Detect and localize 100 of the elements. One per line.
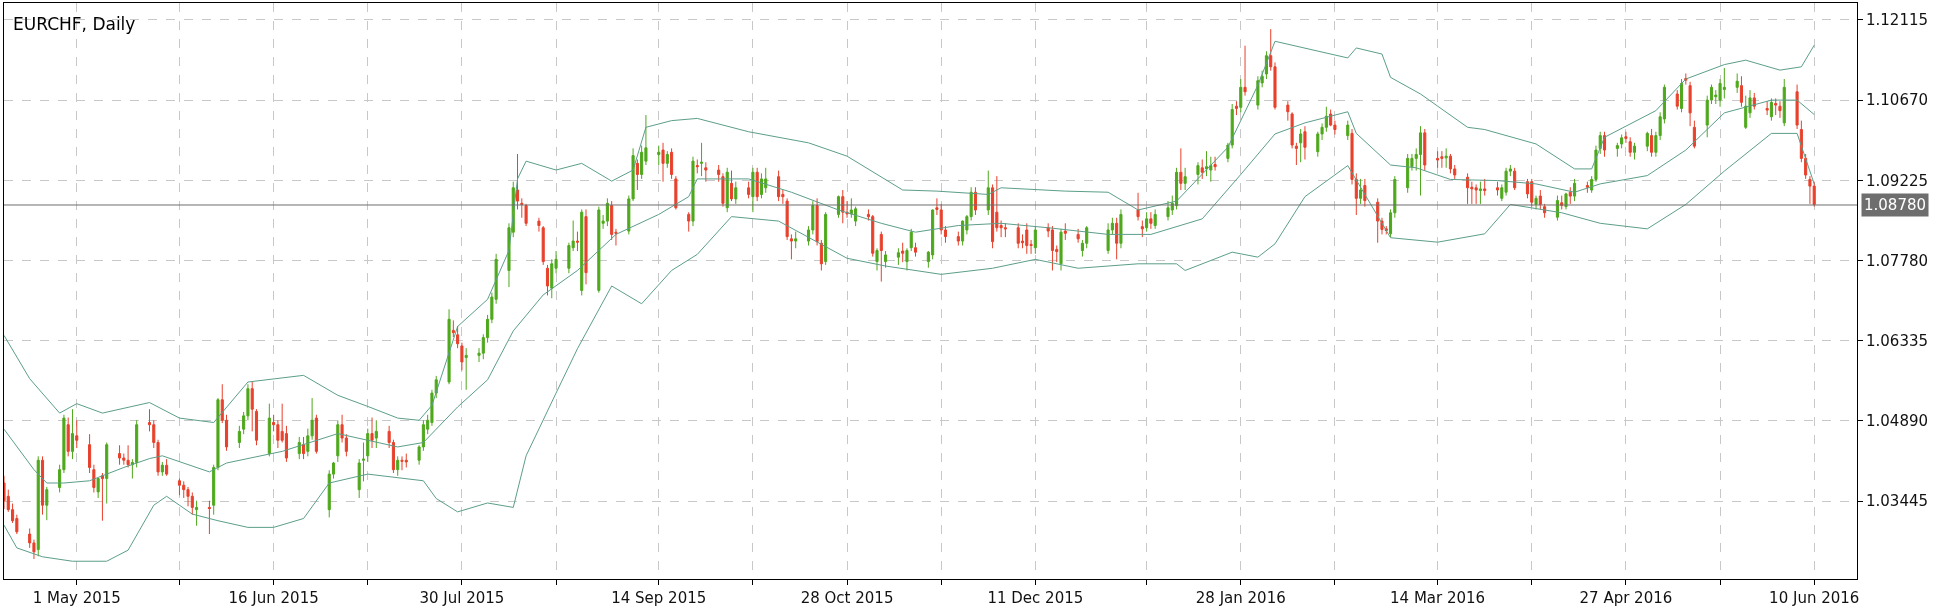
y-tick-label: 1.06335 xyxy=(1866,331,1929,350)
candlestick xyxy=(777,170,781,202)
candlestick xyxy=(824,211,828,266)
candlestick xyxy=(1538,189,1542,210)
candlestick xyxy=(216,397,220,471)
candlestick xyxy=(1585,181,1589,194)
candlestick xyxy=(1145,211,1149,233)
candlestick xyxy=(92,464,96,493)
candlestick xyxy=(1752,92,1756,111)
candlestick xyxy=(1769,97,1773,122)
candlestick xyxy=(515,153,520,210)
candlestick xyxy=(1808,175,1812,205)
candlestick xyxy=(1418,125,1423,197)
candlestick xyxy=(661,142,665,183)
candlestick xyxy=(845,200,849,219)
candlestick xyxy=(1299,128,1303,163)
candlestick xyxy=(1119,208,1123,249)
candlestick xyxy=(764,167,768,194)
candlestick xyxy=(1568,186,1572,205)
x-tick-label: 14 Sep 2015 xyxy=(611,589,707,607)
candlestick xyxy=(1025,222,1029,255)
candlestick xyxy=(691,156,695,227)
candlestick xyxy=(177,478,182,496)
candlestick xyxy=(956,231,960,246)
candlestick xyxy=(1615,142,1619,158)
candlestick xyxy=(451,319,455,338)
candlestick xyxy=(1196,161,1200,185)
candlestick xyxy=(695,158,699,174)
candlestick xyxy=(40,455,45,516)
x-tick-label: 11 Dec 2015 xyxy=(987,589,1084,607)
candlestick xyxy=(1735,72,1739,94)
candlestick xyxy=(250,380,254,432)
y-tick-label: 1.10670 xyxy=(1866,91,1929,110)
candlestick xyxy=(1003,222,1007,238)
candlestick xyxy=(1620,134,1624,149)
candlestick xyxy=(1440,150,1444,169)
candlestick xyxy=(597,206,601,294)
candlestick xyxy=(404,453,408,468)
candlestick xyxy=(207,500,211,535)
candlestick xyxy=(165,458,169,477)
candlestick xyxy=(729,170,734,202)
candlestick xyxy=(734,181,738,205)
y-tick-label: 1.03445 xyxy=(1866,492,1929,511)
candlestick xyxy=(700,142,704,177)
candlestick xyxy=(1573,178,1577,202)
x-tick-label: 14 Mar 2016 xyxy=(1390,589,1486,607)
candlestick xyxy=(794,231,798,249)
candlestick xyxy=(1346,120,1350,141)
candlestick xyxy=(520,197,524,219)
candlestick xyxy=(1688,81,1692,127)
candlestick xyxy=(1765,100,1769,116)
candlestick xyxy=(545,264,550,296)
candlestick xyxy=(1679,78,1684,113)
candlestick xyxy=(1076,228,1080,244)
candlestick xyxy=(717,164,721,183)
candlestick xyxy=(665,150,669,169)
candlestick xyxy=(88,433,92,474)
x-tick-label: 16 Jun 2015 xyxy=(228,589,319,607)
candlestick xyxy=(1256,75,1260,111)
candlestick xyxy=(1354,172,1358,216)
candlestick xyxy=(361,441,366,482)
candlestick xyxy=(1478,181,1482,205)
candlestick xyxy=(1115,217,1119,260)
candlestick xyxy=(254,408,259,446)
candlestick xyxy=(1153,208,1157,230)
candlestick xyxy=(1033,225,1037,255)
candlestick xyxy=(212,464,216,516)
candlestick xyxy=(70,408,75,460)
candlestick xyxy=(901,242,905,263)
y-tick-label: 1.09225 xyxy=(1866,171,1929,190)
candlestick xyxy=(400,455,404,471)
line-series xyxy=(4,40,1815,424)
candlestick xyxy=(1183,167,1187,191)
candlestick xyxy=(1149,211,1153,230)
candlestick xyxy=(1628,136,1632,158)
candlestick xyxy=(126,444,130,468)
candlestick xyxy=(819,239,823,271)
candlestick xyxy=(100,472,104,522)
candlestick xyxy=(1140,220,1144,238)
candlestick xyxy=(460,342,464,371)
x-tick-label: 10 Jun 2016 xyxy=(1769,589,1860,607)
candlestick xyxy=(674,175,678,210)
candlestick xyxy=(105,441,109,505)
candlestick xyxy=(1059,228,1063,271)
candlestick xyxy=(1795,84,1799,130)
candlestick xyxy=(815,197,819,246)
candlestick xyxy=(1239,78,1243,113)
candlestick xyxy=(747,181,751,199)
candlestick xyxy=(1406,153,1410,194)
candlestick xyxy=(1136,192,1140,222)
candlestick xyxy=(1050,225,1055,271)
candlestick xyxy=(524,203,528,227)
candlestick xyxy=(875,247,879,271)
candlestick xyxy=(721,172,725,208)
candlestick xyxy=(370,417,374,449)
candlestick xyxy=(755,167,759,202)
candlestick xyxy=(357,458,361,499)
x-tick-label: 1 May 2015 xyxy=(32,589,121,607)
candlestick xyxy=(1423,128,1427,172)
y-tick-label: 1.07780 xyxy=(1866,251,1929,270)
